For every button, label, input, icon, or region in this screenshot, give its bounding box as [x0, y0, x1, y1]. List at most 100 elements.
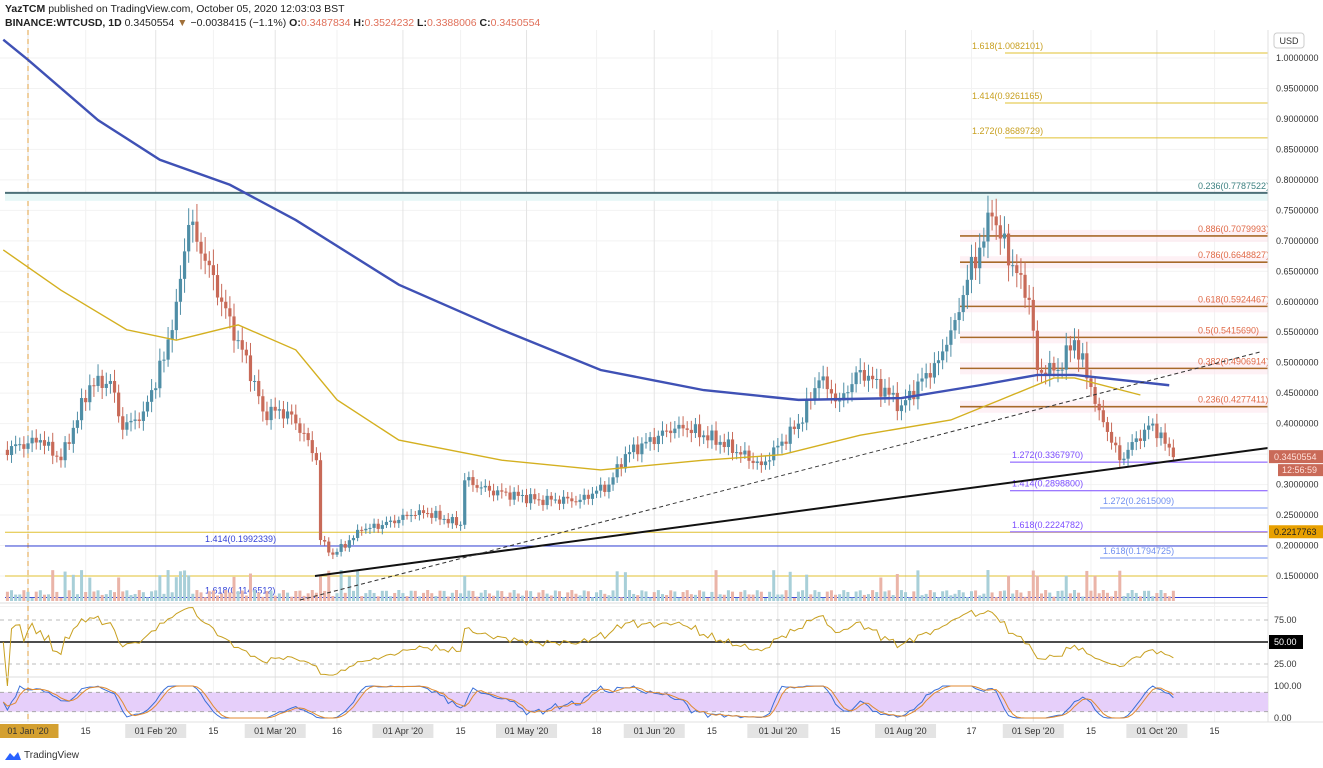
volume-bar: [211, 590, 215, 601]
candle-body: [673, 428, 677, 434]
candle: [685, 421, 689, 438]
candle-body: [323, 540, 327, 542]
time-tick: 01 Oct '20: [1137, 726, 1178, 736]
candle-body: [1031, 299, 1035, 331]
candle: [726, 431, 730, 456]
candle: [702, 430, 706, 444]
candle-body: [30, 437, 34, 444]
volume-bar: [47, 594, 51, 601]
low-label: L:: [417, 17, 427, 29]
volume-bar: [1044, 590, 1048, 601]
candle-body: [524, 494, 529, 504]
volume-bar: [265, 591, 269, 601]
candle-body: [277, 409, 281, 411]
volume-bar: [108, 590, 112, 601]
candle-body: [281, 409, 286, 419]
candle: [619, 458, 623, 477]
candle-body: [450, 517, 454, 524]
tradingview-icon: [5, 751, 21, 760]
candle: [220, 283, 224, 317]
candle: [67, 433, 71, 451]
candle: [294, 404, 298, 431]
candle: [553, 492, 557, 504]
candle: [640, 437, 644, 463]
volume-bar: [117, 577, 121, 601]
candle: [817, 372, 821, 400]
candle-body: [55, 455, 59, 457]
candle-body: [343, 543, 347, 548]
candle-body: [154, 388, 158, 391]
candle: [475, 479, 479, 493]
candle-body: [1056, 370, 1060, 372]
price-tick: 0.4000000: [1276, 419, 1319, 429]
volume-bar: [26, 591, 30, 601]
volume-bar: [405, 596, 409, 601]
candle: [121, 407, 125, 440]
volume-bar: [1035, 575, 1039, 601]
volume-bar: [945, 590, 949, 601]
candle-body: [261, 396, 265, 412]
rsi-line: [2, 607, 1174, 687]
publisher[interactable]: YazTCM: [5, 3, 46, 15]
volume-bar: [162, 593, 166, 601]
candle: [533, 488, 537, 504]
candle-body: [751, 460, 755, 463]
candle: [879, 369, 883, 407]
volume-bar: [689, 594, 693, 601]
candle-body: [1015, 265, 1019, 274]
volume-bar: [801, 590, 805, 601]
candle: [582, 488, 586, 505]
volume-bar: [170, 592, 174, 601]
candle-body: [1077, 340, 1081, 360]
candle: [755, 456, 759, 470]
low-value: 0.3388006: [426, 17, 477, 29]
candle-body: [879, 378, 883, 397]
volume-bar: [908, 597, 912, 601]
volume-bar: [248, 573, 252, 601]
volume-bar: [347, 576, 351, 601]
volume-bar: [306, 593, 310, 601]
candle-body: [537, 499, 541, 501]
candle-body: [821, 376, 825, 381]
candle-body: [18, 444, 22, 446]
volume-bar: [570, 590, 574, 601]
currency-button[interactable]: [1273, 32, 1305, 49]
candle-body: [969, 256, 974, 280]
fib-label: 1.414(0.1992339): [205, 534, 276, 544]
candle: [285, 401, 290, 425]
volume-bar: [121, 591, 125, 601]
volume-bar: [726, 590, 730, 601]
volume-bar: [1027, 591, 1031, 601]
candle: [446, 513, 450, 528]
volume-bar: [125, 590, 129, 601]
candle: [195, 203, 199, 252]
candle: [417, 504, 421, 521]
candle: [854, 366, 858, 393]
candle: [88, 374, 92, 411]
candle: [932, 352, 936, 384]
fib-label: 0.618(0.5924467): [1198, 294, 1269, 304]
volume-bar: [607, 595, 611, 601]
candle-body: [170, 330, 174, 340]
candle-body: [397, 519, 401, 524]
candle: [1023, 262, 1027, 308]
candle: [669, 421, 673, 443]
candle-body: [689, 429, 693, 434]
volume-bar: [302, 595, 306, 601]
candle-body: [611, 477, 615, 485]
volume-bar: [677, 597, 681, 601]
candle-body: [5, 449, 9, 456]
symbol[interactable]: BINANCE:WTCUSD, 1D: [5, 17, 122, 29]
candle: [343, 540, 347, 552]
candle-body: [800, 422, 805, 424]
volume-bar: [269, 590, 273, 601]
volume-bar: [199, 592, 203, 601]
candle: [1006, 223, 1011, 282]
price-chart[interactable]: 1.618(1.0082101) 1.414(0.9261165) 1.272(0.…: [0, 0, 1323, 745]
candle: [850, 372, 854, 402]
candle: [594, 486, 599, 499]
volume-bar: [516, 593, 520, 601]
volume-bar: [731, 591, 735, 601]
candle-body: [491, 490, 496, 496]
candle-body: [920, 378, 924, 382]
